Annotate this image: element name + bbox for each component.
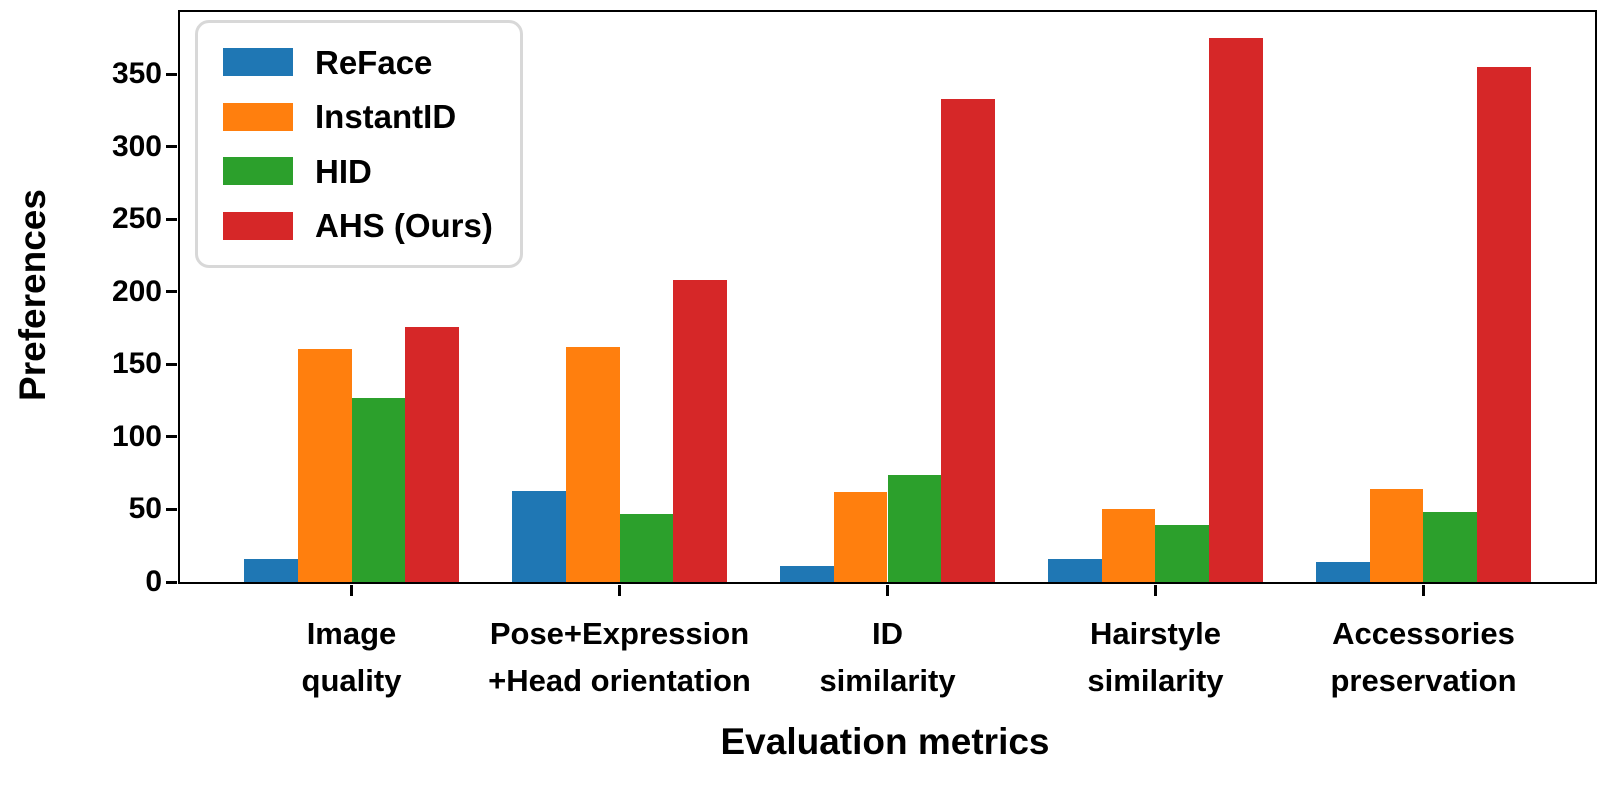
x-tick-label-id: ID similarity	[819, 616, 956, 698]
legend-label-reface: ReFace	[315, 43, 433, 81]
y-tick-label-150: 150	[111, 347, 162, 381]
legend-item-hid: HID	[223, 144, 520, 199]
x-tick-mark-image	[350, 585, 353, 596]
bar-hid-id	[887, 474, 942, 582]
y-tick-label-250: 250	[111, 202, 162, 236]
y-tick-mark-0	[166, 580, 177, 584]
legend-swatch-reface	[223, 48, 293, 77]
y-tick-label-300: 300	[111, 129, 162, 163]
y-tick-label-350: 350	[111, 57, 162, 91]
bar-instantid-pose-expression	[565, 347, 620, 582]
y-tick-label-0: 0	[145, 565, 162, 598]
bar-instantid-image	[297, 348, 352, 582]
bar-instantid-accessories	[1369, 489, 1424, 582]
y-tick-label-200: 200	[111, 274, 162, 308]
legend-swatch-instantid	[223, 102, 293, 131]
x-tick-mark-hairstyle	[1153, 585, 1157, 596]
legend-item-ahs-ours: AHS (Ours)	[223, 199, 520, 254]
bar-reface-pose-expression	[512, 490, 566, 582]
x-axis-title: Evaluation metrics	[720, 721, 1050, 762]
x-tick-label-hairstyle: Hairstyle similarity	[1087, 616, 1224, 698]
legend-label-instantid: InstantID	[315, 98, 457, 136]
x-tick-label-image: Image quality	[301, 616, 402, 698]
y-tick-mark-100	[166, 435, 177, 439]
bar-hid-accessories	[1423, 512, 1478, 582]
legend-label-hid: HID	[315, 152, 372, 190]
bar-hid-hairstyle	[1155, 525, 1210, 582]
bar-reface-id	[780, 566, 834, 582]
bar-instantid-id	[833, 492, 888, 582]
y-tick-label-100: 100	[111, 419, 162, 453]
x-tick-label-pose-expression: Pose+Expression +Head orientation	[488, 616, 751, 698]
x-tick-mark-accessories	[1421, 585, 1425, 596]
y-tick-mark-200	[166, 290, 177, 294]
bar-reface-hairstyle	[1048, 558, 1102, 582]
bar-ahs-ours-accessories	[1477, 67, 1531, 582]
bar-ahs-ours-hairstyle	[1209, 38, 1263, 582]
y-axis-title: Preferences	[12, 189, 53, 401]
y-tick-mark-150	[166, 362, 177, 366]
legend: ReFace InstantID HID AHS (Ours)	[195, 20, 523, 268]
legend-item-reface: ReFace	[223, 35, 520, 90]
legend-item-instantid: InstantID	[223, 90, 520, 145]
bar-reface-accessories	[1316, 561, 1370, 582]
bar-ahs-ours-pose-expression	[673, 280, 727, 582]
legend-swatch-ahs-ours	[223, 211, 293, 240]
bar-reface-image	[244, 558, 298, 582]
legend-label-ahs-ours: AHS (Ours)	[315, 207, 493, 245]
bar-instantid-hairstyle	[1101, 509, 1156, 582]
x-tick-label-accessories: Accessories preservation	[1330, 616, 1517, 698]
y-tick-mark-350	[166, 72, 177, 76]
legend-swatch-hid	[223, 157, 293, 186]
y-tick-mark-300	[166, 145, 177, 149]
x-tick-mark-pose-expression	[618, 585, 621, 596]
y-tick-mark-250	[166, 217, 177, 221]
y-tick-label-50: 50	[128, 492, 162, 526]
x-tick-mark-id	[886, 585, 889, 596]
bar-ahs-ours-id	[941, 99, 995, 582]
y-tick-mark-50	[166, 507, 177, 511]
bar-hid-pose-expression	[619, 513, 674, 582]
plot-area: ReFace InstantID HID AHS (Ours) 0 50 100 15…	[112, 10, 1597, 698]
bar-ahs-ours-image	[405, 326, 459, 582]
bar-hid-image	[351, 397, 406, 582]
